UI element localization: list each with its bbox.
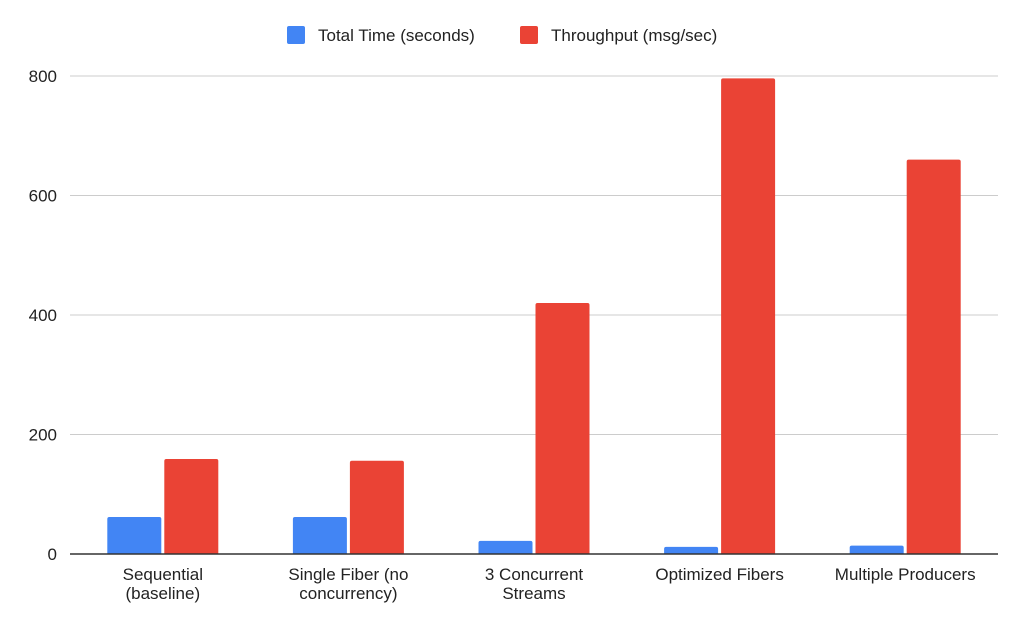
bar-throughput — [721, 78, 776, 554]
x-category-label: Single Fiber (no — [288, 565, 408, 584]
legend-label: Total Time (seconds) — [318, 26, 475, 45]
bar-total-time — [849, 545, 904, 554]
bar-total-time — [107, 516, 162, 554]
bar-throughput — [906, 159, 961, 554]
y-tick-label: 400 — [29, 306, 57, 325]
y-tick-label: 600 — [29, 187, 57, 206]
legend-swatch — [520, 26, 538, 44]
bar-total-time — [478, 540, 533, 554]
bars — [107, 78, 961, 554]
y-tick-label: 800 — [29, 67, 57, 86]
legend-label: Throughput (msg/sec) — [551, 26, 717, 45]
bar-throughput — [349, 460, 404, 554]
y-tick-label: 200 — [29, 426, 57, 445]
x-category-label: Streams — [502, 584, 565, 603]
gridlines — [70, 75, 998, 435]
y-tick-label: 0 — [48, 545, 57, 564]
y-axis-ticks: 0 200 400 600 800 — [29, 67, 57, 564]
x-category-label: concurrency) — [299, 584, 397, 603]
x-category-label: Optimized Fibers — [655, 565, 783, 584]
legend-swatch — [287, 26, 305, 44]
x-category-label: Multiple Producers — [835, 565, 976, 584]
x-category-label: 3 Concurrent — [485, 565, 584, 584]
x-category-label: Sequential — [123, 565, 203, 584]
x-category-label: (baseline) — [125, 584, 200, 603]
bar-throughput — [535, 303, 590, 554]
bar-throughput — [164, 458, 219, 554]
bar-total-time — [664, 546, 719, 554]
x-axis-labels: Sequential(baseline) Single Fiber (noconc… — [123, 565, 976, 603]
bar-total-time — [292, 516, 347, 554]
legend: Total Time (seconds) Throughput (msg/sec) — [287, 26, 717, 45]
